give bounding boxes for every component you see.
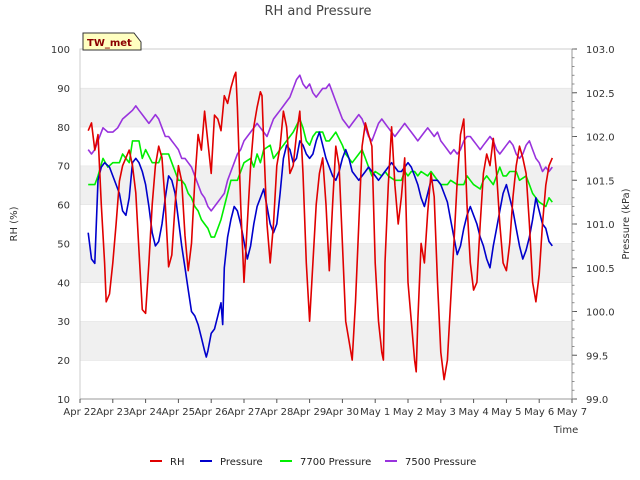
y-right-tick-label: 102.0: [586, 133, 615, 144]
x-tick-label: May 3: [426, 407, 456, 418]
x-tick-label: Apr 22: [63, 407, 96, 418]
grid-band: [80, 282, 572, 322]
series-line-rh: [87, 71, 554, 381]
grid-band: [80, 321, 572, 361]
grid-band: [80, 243, 572, 283]
y-left-tick-label: 10: [57, 395, 70, 406]
legend: RH Pressure 7700 Pressure 7500 Pressure: [150, 457, 476, 468]
series-line-7500-pressure: [87, 74, 553, 212]
x-tick-label: Apr 27: [227, 407, 260, 418]
y-right-tick-label: 99.0: [586, 395, 608, 406]
x-tick-label: Apr 26: [195, 407, 228, 418]
y-right-axis-title: Pressure (kPa): [621, 188, 632, 259]
y-right-tick-label: 100.5: [586, 264, 615, 275]
series-layer: [87, 71, 554, 381]
x-tick-label: May 6: [524, 407, 554, 418]
y-right-tick-label: 101.5: [586, 176, 615, 187]
x-axis-title: Time: [553, 425, 578, 436]
legend-label: Pressure: [220, 457, 263, 468]
x-tick-label: May 2: [393, 407, 423, 418]
station-badge: TW_met: [82, 32, 142, 51]
x-tick-label: Apr 25: [162, 407, 195, 418]
badge-shape: [82, 32, 142, 51]
grid-bands: [80, 48, 572, 399]
x-tick-label: May 4: [458, 407, 488, 418]
series-line-pressure: [87, 131, 553, 358]
y-left-tick-label: 70: [57, 162, 70, 173]
y-left-tick-label: 60: [57, 201, 70, 212]
y-left-tick-label: 80: [57, 123, 70, 134]
x-tick-label: May 1: [360, 407, 390, 418]
y-right-tick-label: 100.0: [586, 308, 615, 319]
y-left-tick-label: 100: [51, 45, 70, 56]
y-right-tick-label: 102.5: [586, 89, 615, 100]
legend-label: 7500 Pressure: [405, 457, 476, 468]
y-left-tick-label: 90: [57, 84, 70, 95]
legend-label: 7700 Pressure: [300, 457, 371, 468]
x-tick-label: Apr 24: [129, 407, 162, 418]
x-tick-label: Apr 29: [293, 407, 326, 418]
grid-band: [80, 360, 572, 399]
x-tick-label: Apr 28: [260, 407, 293, 418]
badge-label: TW_met: [87, 38, 132, 49]
legend-label: RH: [170, 457, 184, 468]
y-left-axis: 10 20 30 40 50 60 70 80 90 100: [51, 45, 70, 406]
x-tick-label: Apr 23: [96, 407, 129, 418]
y-left-tick-label: 30: [57, 317, 70, 328]
y-left-axis-title: RH (%): [9, 206, 20, 241]
grid-band: [80, 49, 572, 88]
x-axis: Apr 22 Apr 23 Apr 24 Apr 25 Apr 26 Apr 27 Apr …: [63, 398, 587, 418]
y-right-tick-label: 103.0: [586, 45, 615, 56]
y-right-tick-label: 101.0: [586, 220, 615, 231]
y-right-tick-label: 99.5: [586, 351, 608, 362]
y-right-axis: 99.0 99.5 100.0 100.5 101.0 101.5 102.0 102.5 10…: [571, 45, 615, 406]
y-left-tick-label: 50: [57, 239, 70, 250]
y-left-tick-label: 20: [57, 356, 70, 367]
x-tick-label: May 7: [557, 407, 587, 418]
y-left-tick-label: 40: [57, 278, 70, 289]
grid-band: [80, 87, 572, 127]
x-tick-label: May 5: [491, 407, 521, 418]
chart-title: RH and Pressure: [264, 4, 371, 19]
x-tick-label: Apr 30: [326, 407, 359, 418]
